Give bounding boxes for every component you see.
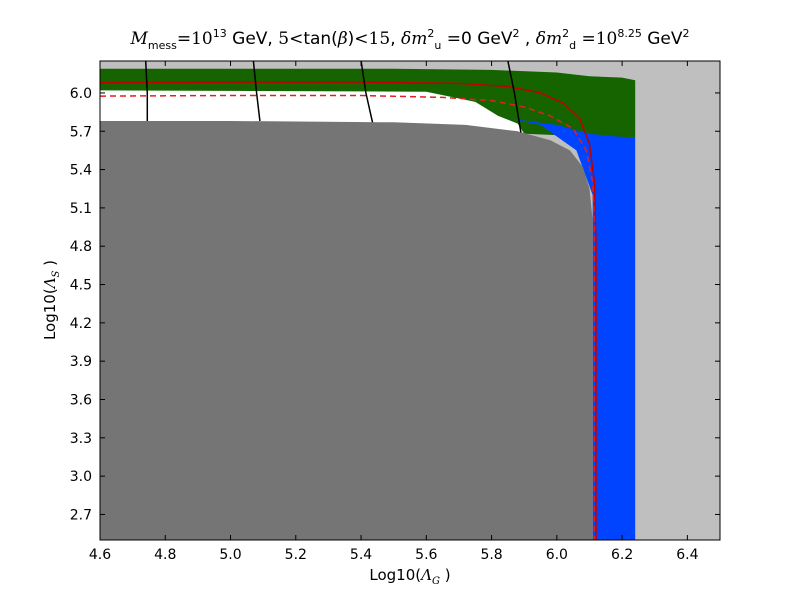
x-tick-label: 6.0 bbox=[546, 547, 568, 563]
x-tick-label: 4.8 bbox=[154, 547, 176, 563]
title-part: < bbox=[289, 29, 303, 49]
axis-label-text: Log10( bbox=[41, 288, 59, 340]
curve-black-contour-1 bbox=[144, 61, 149, 121]
y-tick-label: 3.6 bbox=[70, 392, 92, 408]
y-tick-label: 3.9 bbox=[70, 354, 92, 370]
x-tick-label: 6.2 bbox=[611, 547, 633, 563]
y-tick-label: 4.5 bbox=[70, 278, 92, 294]
x-axis-ticks: 4.6 4.8 5.0 5.2 5.4 5.6 5.8 6.0 6.2 6.4 bbox=[89, 61, 699, 563]
y-tick-label: 5.7 bbox=[70, 124, 92, 140]
title-part: u bbox=[434, 39, 441, 52]
y-tick-label: 6.0 bbox=[70, 86, 92, 102]
title-part: =10 bbox=[576, 29, 617, 49]
axis-label-symbol: Λ bbox=[41, 277, 59, 290]
title-part: δm bbox=[536, 29, 562, 49]
title-part: 2 bbox=[427, 27, 434, 40]
region-excluded-dark bbox=[100, 121, 593, 540]
x-tick-label: 5.6 bbox=[415, 547, 437, 563]
title-part: mess bbox=[148, 39, 177, 52]
regions bbox=[100, 61, 720, 540]
axis-label-symbol: Λ bbox=[419, 566, 432, 584]
x-tick-label: 6.4 bbox=[676, 547, 698, 563]
y-tick-label: 4.8 bbox=[70, 239, 92, 255]
region-blue-region bbox=[507, 118, 636, 540]
y-tick-label: 5.4 bbox=[70, 163, 92, 179]
y-tick-label: 4.2 bbox=[70, 316, 92, 332]
title-part: 13 bbox=[213, 27, 227, 40]
x-tick-label: 4.6 bbox=[89, 547, 111, 563]
curve-red-dashed bbox=[100, 94, 596, 540]
title-part: 2 bbox=[512, 27, 519, 40]
curve-black-contour-2 bbox=[252, 61, 261, 122]
title-part: ) bbox=[348, 29, 355, 49]
y-axis-label: Log10(ΛS ) bbox=[41, 260, 62, 340]
title-part: d bbox=[569, 39, 576, 52]
curves bbox=[100, 61, 597, 540]
plot-frame bbox=[99, 60, 721, 541]
title-part: GeV, bbox=[227, 29, 278, 49]
y-tick-label: 2.7 bbox=[70, 507, 92, 523]
title-part: =0 GeV bbox=[441, 29, 513, 49]
chart-title: Mmess=1013 GeV, 5<tan(β)<15, δm2u =0 GeV… bbox=[130, 27, 690, 52]
axis-label-subscript: G bbox=[432, 576, 440, 587]
axis-label-text: Log10( bbox=[369, 566, 421, 584]
y-tick-label: 5.1 bbox=[70, 201, 92, 217]
x-axis-label: Log10(ΛG ) bbox=[369, 566, 450, 587]
title-part: < bbox=[354, 29, 368, 49]
y-tick-label: 3.0 bbox=[70, 469, 92, 485]
title-part: , bbox=[519, 29, 535, 49]
title-part: 8.25 bbox=[617, 27, 642, 40]
title-part: δm bbox=[401, 29, 427, 49]
x-tick-label: 5.8 bbox=[480, 547, 502, 563]
axis-label-text: ) bbox=[41, 260, 59, 271]
x-tick-label: 5.0 bbox=[219, 547, 241, 563]
title-part: M bbox=[130, 29, 149, 49]
x-tick-label: 5.2 bbox=[285, 547, 307, 563]
plot-area bbox=[100, 61, 720, 540]
title-part: 5 bbox=[278, 29, 289, 49]
title-part: =10 bbox=[177, 29, 213, 49]
title-part: GeV bbox=[642, 29, 683, 49]
y-tick-label: 3.3 bbox=[70, 431, 92, 447]
axis-label-text: ) bbox=[440, 566, 451, 584]
title-part: 2 bbox=[562, 27, 569, 40]
title-part: 15 bbox=[369, 29, 391, 49]
curve-black-contour-3 bbox=[360, 61, 374, 123]
title-part: 2 bbox=[683, 27, 690, 40]
title-part: β bbox=[337, 29, 348, 49]
title-part: tan( bbox=[303, 29, 338, 49]
x-tick-label: 5.4 bbox=[350, 547, 372, 563]
curve-black-contour-4 bbox=[507, 61, 522, 133]
curve-red-solid bbox=[100, 81, 597, 540]
title-part: , bbox=[390, 29, 401, 49]
axis-label-subscript: S bbox=[51, 270, 62, 277]
y-axis-ticks: 2.7 3.0 3.3 3.6 3.9 4.2 4.5 4.8 5.1 5.4 5.7 6.0 bbox=[70, 86, 720, 523]
